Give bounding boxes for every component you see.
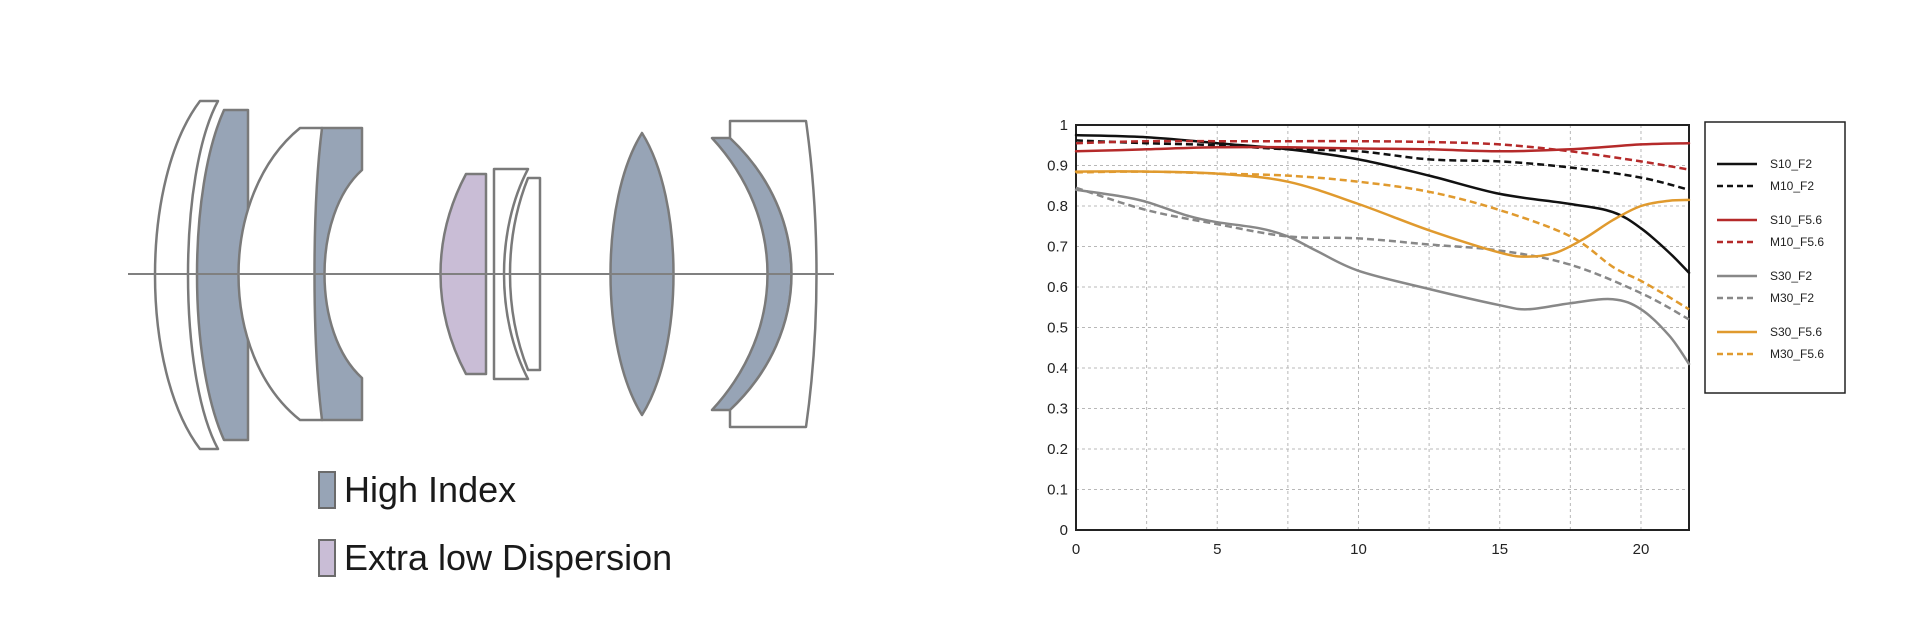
series-line-m30-f5-6 bbox=[1075, 170, 1690, 311]
y-tick-label: 0.7 bbox=[1047, 239, 1068, 256]
y-tick-label: 0.8 bbox=[1047, 198, 1068, 215]
x-tick-label: 10 bbox=[1350, 541, 1367, 558]
x-tick-label: 0 bbox=[1072, 541, 1080, 558]
x-tick-label: 15 bbox=[1491, 541, 1508, 558]
series-line-m10-f5-6 bbox=[1075, 139, 1690, 171]
legend-label: S30_F2 bbox=[1770, 269, 1812, 283]
y-tick-label: 0.6 bbox=[1047, 279, 1068, 296]
element-legend: High Index Extra low Dispersion bbox=[318, 468, 672, 604]
y-tick-label: 0.2 bbox=[1047, 441, 1068, 458]
legend-label: S10_F2 bbox=[1770, 157, 1812, 171]
element-legend-label: High Index bbox=[344, 469, 517, 510]
chart-grid bbox=[1076, 125, 1689, 530]
legend-label: S10_F5.6 bbox=[1770, 213, 1822, 227]
element-legend-swatch bbox=[318, 539, 336, 577]
series-line-s10-f5-6 bbox=[1074, 141, 1691, 153]
series-line-s30-f2 bbox=[1074, 188, 1691, 366]
chart-series bbox=[1074, 133, 1691, 366]
series-line-m10-f2 bbox=[1075, 139, 1690, 192]
chart-axes bbox=[1075, 124, 1690, 531]
element-legend-item: Extra low Dispersion bbox=[318, 536, 672, 580]
lens-cross-section-diagram bbox=[128, 99, 834, 451]
y-tick-label: 0 bbox=[1060, 522, 1068, 539]
y-tick-label: 0.9 bbox=[1047, 158, 1068, 175]
plot-frame bbox=[1075, 124, 1690, 531]
x-tick-label: 5 bbox=[1213, 541, 1221, 558]
legend-label: M10_F2 bbox=[1770, 179, 1814, 193]
y-tick-label: 0.1 bbox=[1047, 482, 1068, 499]
series-line-s30-f5-6 bbox=[1074, 170, 1691, 258]
y-tick-label: 1 bbox=[1060, 117, 1068, 134]
mtf-chart: 00.10.20.30.40.50.60.70.80.910 5 10 15 20 S1… bbox=[1047, 117, 1846, 558]
lens-element-10-plain bbox=[728, 119, 818, 429]
x-tick-label: 20 bbox=[1633, 541, 1650, 558]
legend-label: M30_F2 bbox=[1770, 291, 1814, 305]
element-legend-label: Extra low Dispersion bbox=[344, 537, 673, 578]
lens-element-6-plain bbox=[492, 167, 530, 381]
y-tick-label: 0.4 bbox=[1047, 360, 1068, 377]
legend-label: S30_F5.6 bbox=[1770, 325, 1822, 339]
y-tick-label: 0.5 bbox=[1047, 320, 1068, 337]
element-legend-item: High Index bbox=[318, 468, 672, 512]
legend-box bbox=[1704, 121, 1846, 394]
lens-element-4-high-index bbox=[313, 126, 364, 422]
y-tick-label: 0.3 bbox=[1047, 401, 1068, 418]
series-line-m30-f2 bbox=[1075, 186, 1690, 321]
element-legend-swatch bbox=[318, 471, 336, 509]
legend-label: M30_F5.6 bbox=[1770, 347, 1824, 361]
series-line-s10-f2 bbox=[1074, 133, 1691, 275]
legend-label: M10_F5.6 bbox=[1770, 235, 1824, 249]
chart-tick-labels: 00.10.20.30.40.50.60.70.80.910 5 10 15 20 bbox=[1047, 117, 1649, 558]
chart-legend: S10_F2 M10_F2 S10_F5.6 M10_F5.6 S30_F2 M30_F2… bbox=[1704, 121, 1846, 394]
